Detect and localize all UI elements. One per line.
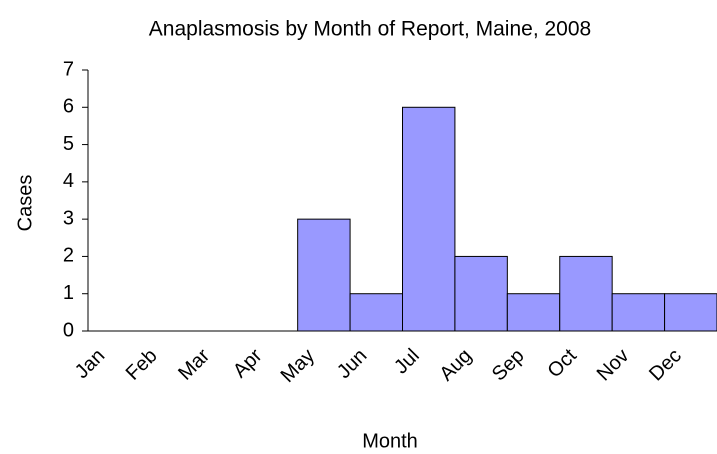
x-tick-label: May xyxy=(277,345,319,387)
bar xyxy=(664,293,717,332)
x-tick-label: Mar xyxy=(174,344,214,384)
y-tick-label: 7 xyxy=(63,58,74,80)
y-axis-label: Cases xyxy=(14,175,36,232)
y-tick-label: 5 xyxy=(63,133,74,155)
bar xyxy=(349,293,404,332)
y-tick-label: 3 xyxy=(63,207,74,229)
x-tick-label: Dec xyxy=(645,345,686,386)
x-tick-label: Jan xyxy=(71,345,109,383)
bar xyxy=(454,255,508,332)
y-tick-label: 2 xyxy=(63,245,74,267)
x-tick-label: Oct xyxy=(543,344,581,382)
bar xyxy=(297,218,351,332)
bar xyxy=(402,106,456,332)
y-tick-label: 1 xyxy=(63,282,74,304)
chart-title: Anaplasmosis by Month of Report, Maine, … xyxy=(149,18,591,41)
y-tick-label: 0 xyxy=(63,319,74,341)
x-tick-label: Aug xyxy=(435,345,476,386)
y-tick-label: 4 xyxy=(63,170,74,192)
bar xyxy=(611,293,666,332)
x-tick-label: Apr xyxy=(229,344,267,382)
bar xyxy=(506,293,561,332)
x-axis-label: Month xyxy=(362,430,418,452)
x-tick-label: Jun xyxy=(333,345,371,383)
x-tick-label: Sep xyxy=(488,345,529,386)
bar xyxy=(559,255,613,332)
y-tick-label: 6 xyxy=(63,96,74,118)
x-tick-label: Jul xyxy=(390,345,424,379)
x-tick-label: Feb xyxy=(122,345,162,385)
x-tick-label: Nov xyxy=(593,345,634,386)
